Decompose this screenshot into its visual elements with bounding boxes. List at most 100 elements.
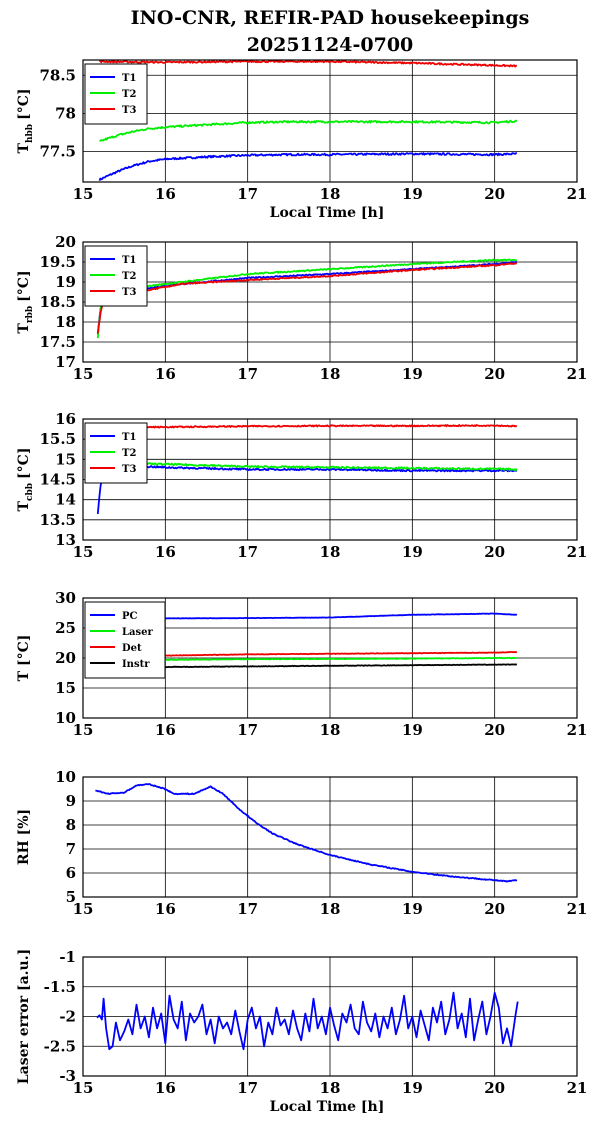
- legend-label: T3: [122, 287, 136, 298]
- y-axis-label: RH [%]: [16, 809, 32, 865]
- y-tick-label: 77.5: [39, 143, 76, 161]
- y-axis-label-unit: [°C]: [16, 89, 32, 120]
- y-tick-label: 19.5: [39, 253, 76, 271]
- y-tick-label: 20: [55, 233, 76, 251]
- legend-label: Instr: [122, 659, 150, 670]
- series-line-pc: [99, 612, 518, 620]
- x-tick-label: 18: [320, 721, 341, 739]
- y-tick-label: 7: [66, 840, 76, 858]
- x-tick-label: 17: [237, 721, 258, 739]
- y-tick-label: 5: [66, 888, 76, 906]
- series-line-rh: [95, 783, 518, 883]
- x-tick-label: 16: [155, 365, 176, 383]
- y-tick-label: 19: [55, 273, 76, 291]
- x-tick-label: 15: [73, 721, 94, 739]
- y-tick-label: 9: [66, 792, 76, 810]
- x-tick-label: 18: [320, 543, 341, 561]
- x-tick-label: 19: [402, 721, 423, 739]
- legend-label: PC: [122, 611, 138, 622]
- y-tick-label: 78: [55, 104, 76, 122]
- x-tick-label: 21: [567, 543, 588, 561]
- y-tick-label: 6: [66, 864, 76, 882]
- x-tick-label: 18: [320, 1079, 341, 1097]
- y-tick-label: 20: [55, 649, 76, 667]
- y-tick-label: 17.5: [39, 333, 76, 351]
- plot-frame: [82, 418, 578, 541]
- plot-frame: [82, 597, 578, 719]
- y-axis-label-unit: [°C]: [16, 448, 32, 479]
- plot-frame: [82, 776, 578, 898]
- y-axis-label: Tcbb [°C]: [16, 448, 35, 512]
- x-tick-label: 20: [484, 721, 505, 739]
- x-tick-label: 16: [155, 1079, 176, 1097]
- x-tick-label: 17: [237, 365, 258, 383]
- y-axis-label-main: T: [16, 323, 32, 334]
- y-tick-label: 14.5: [39, 471, 76, 489]
- y-axis-label: T [°C]: [16, 635, 32, 682]
- chart-panel-6: 15 16 17 18 19 20 21 -3 -2.5 -2 -1.5 -1 Local Time […: [16, 948, 587, 1115]
- legend: T1 T2 T3: [84, 422, 148, 484]
- plot-frame: [82, 241, 578, 363]
- x-tick-label: 19: [402, 365, 423, 383]
- x-tick-label: 15: [73, 1079, 94, 1097]
- x-tick-label: 20: [484, 1079, 505, 1097]
- x-tick-label: 19: [402, 900, 423, 918]
- y-tick-label: 15: [55, 450, 76, 468]
- chart-panel-1: 15 16 17 18 19 20 21 77.5 78 78.5 Local Time [h] Th…: [16, 59, 587, 221]
- y-tick-label: -1: [59, 948, 76, 966]
- series-line-t2: [96, 258, 517, 339]
- x-tick-label: 21: [567, 1079, 588, 1097]
- legend: T1 T2 T3: [84, 245, 148, 307]
- x-tick-label: 21: [567, 900, 588, 918]
- y-tick-label: 10: [55, 709, 76, 727]
- series-line-det: [99, 651, 517, 658]
- x-tick-label: 17: [237, 900, 258, 918]
- series-line-t1: [96, 463, 518, 514]
- x-tick-label: 19: [402, 1079, 423, 1097]
- series-line-t1: [96, 260, 517, 335]
- series-line-t3: [96, 262, 518, 334]
- x-tick-label: 20: [484, 900, 505, 918]
- figure-title-line1: INO-CNR, REFIR-PAD housekeepings: [131, 7, 530, 29]
- x-tick-label: 16: [155, 900, 176, 918]
- chart-panel-2: 15 16 17 18 19 20 21 17 17.5 18 18.5 19 19.5 20 Trbb [°…: [16, 233, 587, 383]
- y-tick-label: 10: [55, 768, 76, 786]
- y-tick-label: 30: [55, 589, 76, 607]
- x-tick-label: 19: [402, 185, 423, 203]
- series-line-t2: [96, 461, 518, 480]
- y-tick-label: 18.5: [39, 293, 76, 311]
- series-line-instr: [99, 663, 518, 670]
- y-axis-label-unit: [°C]: [16, 270, 32, 301]
- y-tick-label: -1.5: [44, 978, 76, 996]
- y-tick-label: 13: [55, 531, 76, 549]
- x-tick-label: 20: [484, 365, 505, 383]
- y-tick-label: 13.5: [39, 511, 76, 529]
- series-line-t3: [98, 59, 517, 68]
- y-tick-label: -2.5: [44, 1037, 76, 1055]
- y-axis-label-sub: rbb: [25, 306, 35, 323]
- legend: T1 T2 T3: [84, 63, 148, 125]
- x-tick-label: 18: [320, 900, 341, 918]
- x-tick-label: 20: [484, 185, 505, 203]
- legend-label: T2: [122, 448, 136, 459]
- y-tick-label: 15: [55, 679, 76, 697]
- y-tick-label: 14: [55, 491, 76, 509]
- x-tick-label: 19: [402, 543, 423, 561]
- legend-label: T1: [122, 73, 136, 84]
- legend-label: T1: [122, 432, 136, 443]
- legend-label: T3: [122, 105, 136, 116]
- y-tick-label: 15.5: [39, 430, 76, 448]
- y-axis-label-main: RH [%]: [16, 809, 32, 865]
- x-tick-label: 18: [320, 185, 341, 203]
- legend-label: Det: [122, 643, 142, 654]
- x-tick-label: 15: [73, 900, 94, 918]
- legend-label: T3: [122, 464, 136, 475]
- y-axis-label: Laser error [a.u.]: [16, 949, 32, 1084]
- series-line-laser: [99, 656, 518, 662]
- x-tick-label: 17: [237, 1079, 258, 1097]
- x-tick-label: 17: [237, 543, 258, 561]
- y-axis-label-main: T: [16, 500, 32, 511]
- y-tick-label: 16: [55, 410, 76, 428]
- y-tick-label: 18: [55, 313, 76, 331]
